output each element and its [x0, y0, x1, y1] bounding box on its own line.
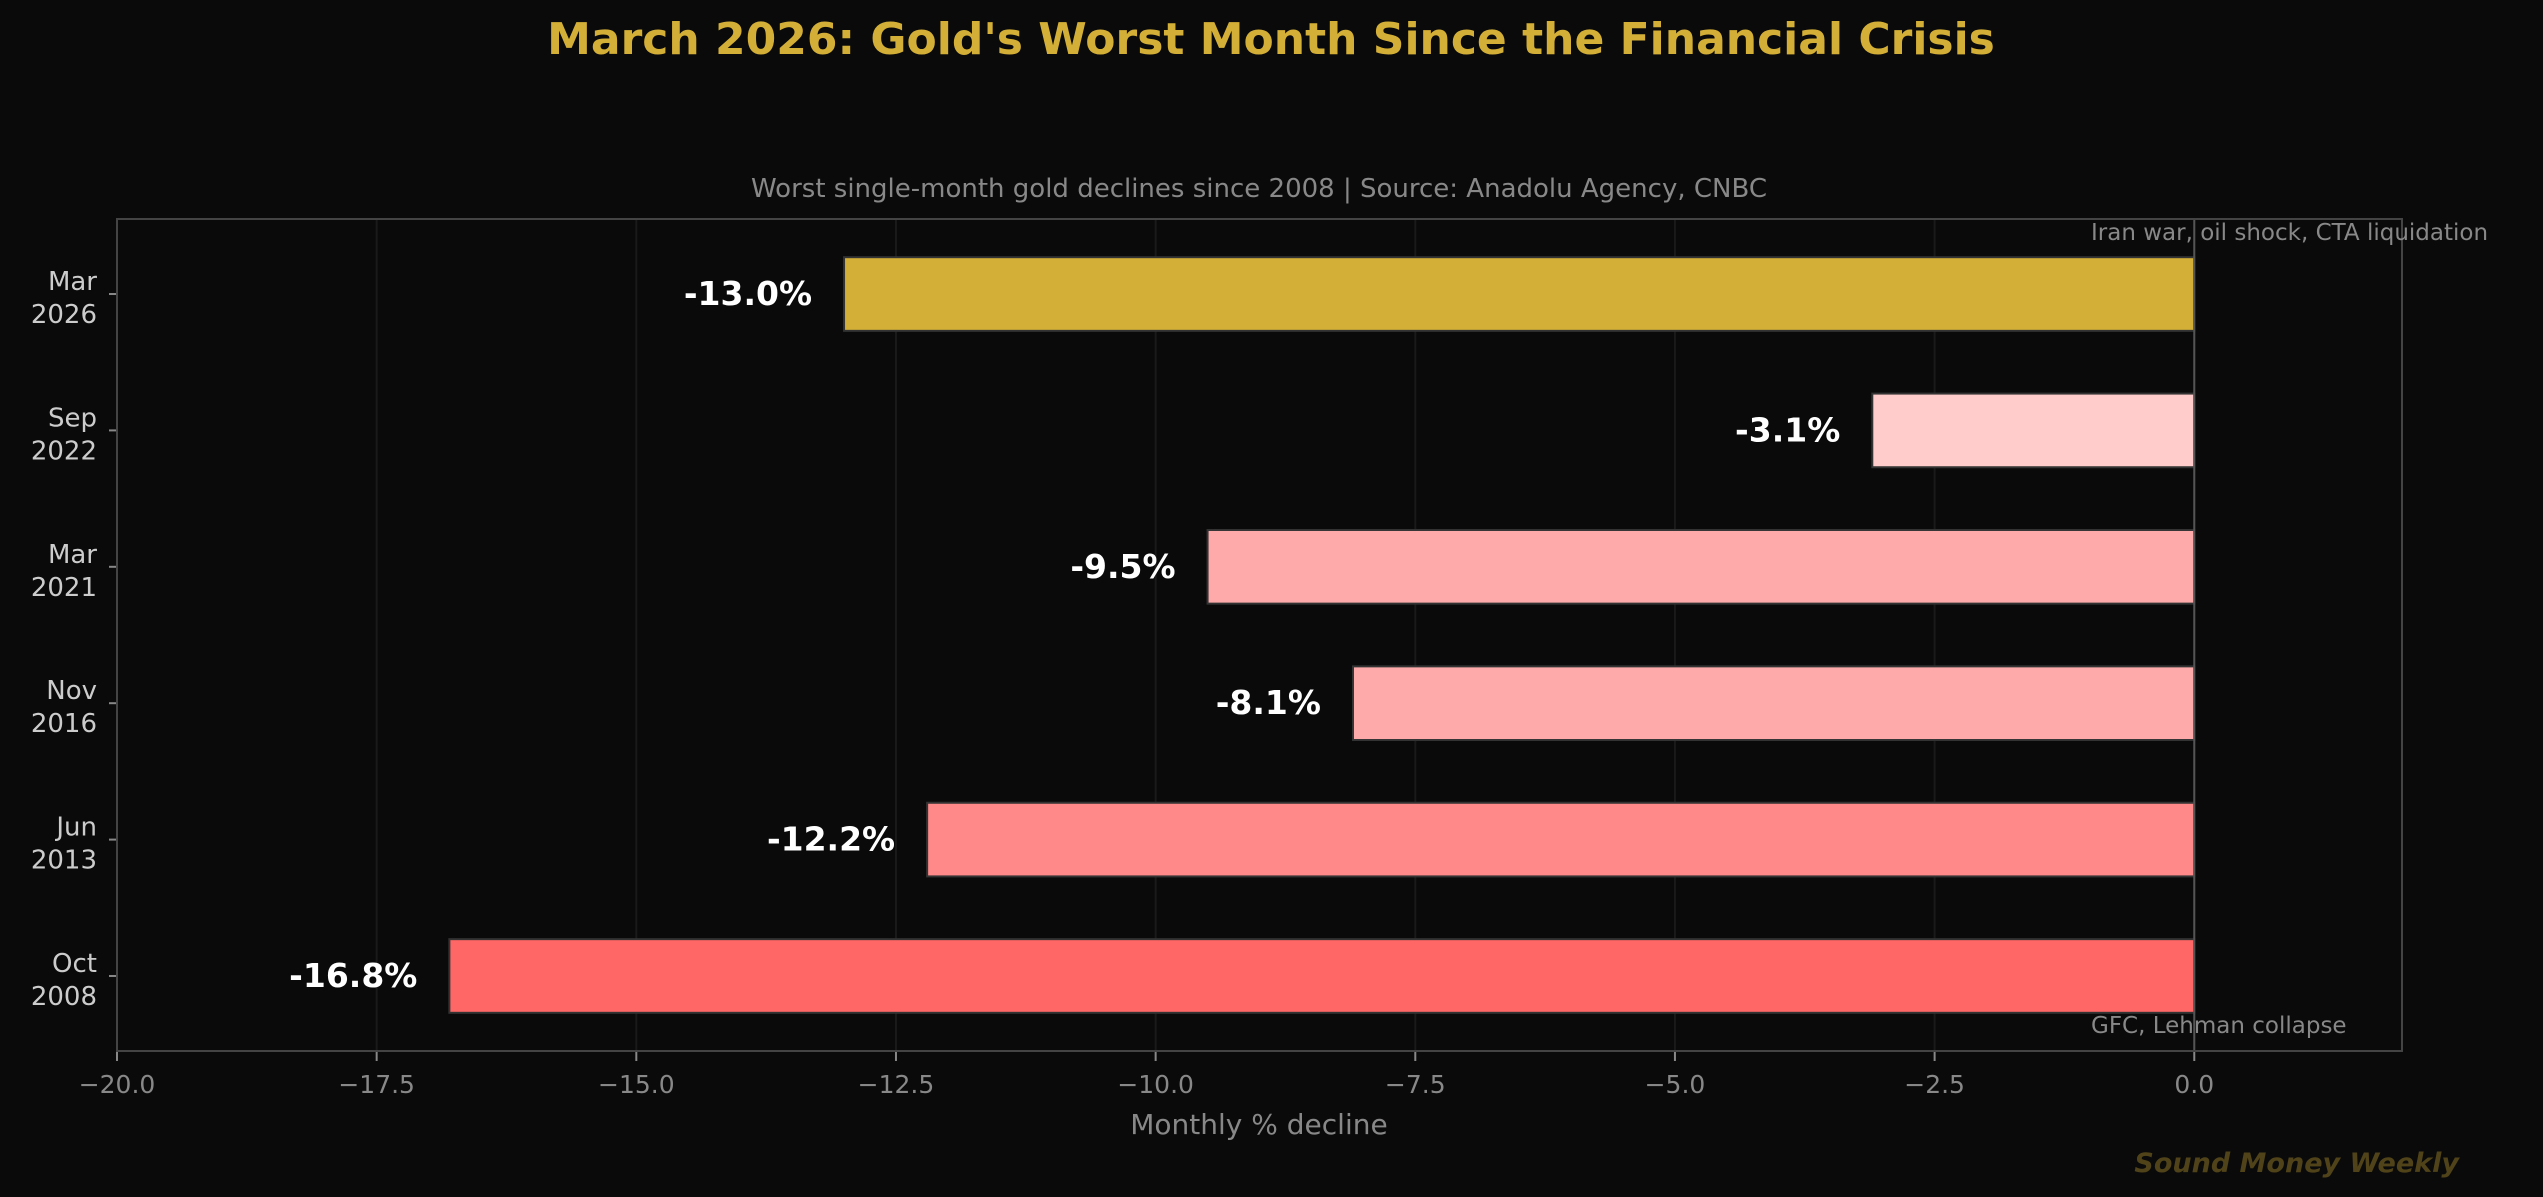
bar [843, 256, 2196, 332]
bar [1351, 665, 2196, 742]
chart-title: March 2026: Gold's Worst Month Since the… [547, 14, 1995, 65]
x-tick-label: −12.5 [858, 1070, 935, 1099]
bar [1206, 528, 2196, 605]
x-tick-label: 0.0 [2174, 1070, 2214, 1099]
grid-lines [116, 219, 2196, 1051]
y-tick-label: 2013 [31, 846, 97, 876]
watermark: Sound Money Weekly [2134, 1148, 2460, 1179]
annotation-mar-2026: Iran war, oil shock, CTA liquidation [2091, 220, 2488, 246]
x-axis-label: Monthly % decline [1130, 1108, 1387, 1141]
data-label: -13.0% [684, 274, 812, 313]
y-tick-label: Mar [48, 267, 97, 297]
y-tick-label: 2021 [31, 573, 97, 603]
y-axis: Mar2026Sep2022Mar2021Nov2016Jun2013Oct20… [31, 267, 117, 1012]
x-tick-label: −10.0 [1117, 1070, 1194, 1099]
x-tick-label: −15.0 [598, 1070, 675, 1099]
annotation-oct-2008: GFC, Lehman collapse [2091, 1013, 2347, 1039]
bar [448, 938, 2196, 1014]
x-tick-label: −5.0 [1645, 1070, 1706, 1099]
bars [448, 219, 2196, 1051]
y-tick-label: 2026 [31, 300, 97, 330]
bar [1871, 392, 2196, 469]
data-label: -9.5% [1070, 547, 1175, 586]
data-label: -12.2% [767, 820, 895, 859]
data-label: -16.8% [289, 956, 417, 995]
data-labels: -13.0% -3.1% -9.5% -8.1% -12.2% -16.8% [289, 274, 1840, 995]
y-tick-label: Jun [54, 813, 97, 843]
x-tick-label: −2.5 [1904, 1070, 1965, 1099]
x-tick-label: −17.5 [338, 1070, 415, 1099]
y-tick-label: Sep [48, 403, 97, 433]
plot-frame [116, 218, 2403, 1052]
y-tick-label: 2016 [31, 709, 97, 739]
y-tick-label: Oct [52, 949, 97, 979]
data-label: -3.1% [1735, 410, 1840, 449]
x-tick-label: −7.5 [1385, 1070, 1446, 1099]
y-tick-label: Mar [48, 540, 97, 570]
x-tick-label: −20.0 [79, 1070, 156, 1099]
y-tick-label: 2008 [31, 982, 97, 1012]
y-tick-label: 2022 [31, 436, 97, 466]
data-label: -8.1% [1216, 683, 1321, 722]
chart-subtitle: Worst single-month gold declines since 2… [751, 174, 1767, 204]
x-axis: −20.0 −17.5 −15.0 −12.5 −10.0 −7.5 −5.0 −2.5 0.0 [79, 1051, 2214, 1099]
bar [926, 801, 2196, 878]
y-tick-label: Nov [46, 676, 97, 706]
